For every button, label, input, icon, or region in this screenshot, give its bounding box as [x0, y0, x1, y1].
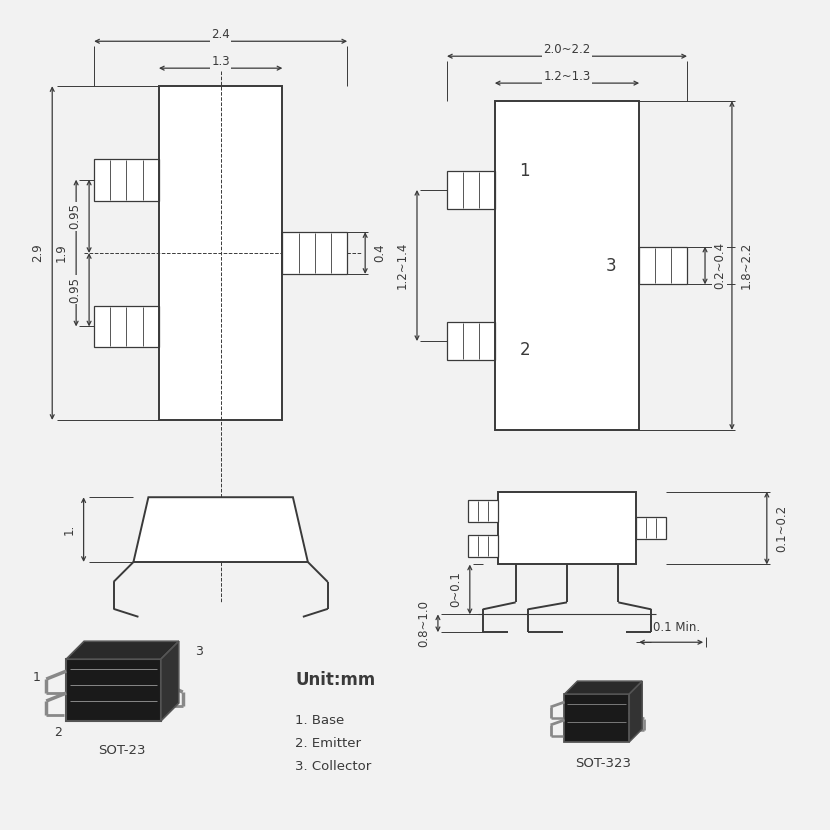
Text: 0.95: 0.95 [68, 276, 81, 303]
Text: 3: 3 [606, 256, 617, 275]
Text: 1. Base: 1. Base [295, 714, 344, 727]
Text: 1: 1 [520, 162, 530, 180]
Text: 0.2~0.4: 0.2~0.4 [713, 242, 726, 289]
Bar [282, 232, 347, 274]
Text: 2.9: 2.9 [32, 244, 44, 262]
Bar [639, 247, 687, 285]
Bar [94, 159, 159, 201]
Text: 2: 2 [54, 726, 62, 740]
Bar [637, 517, 666, 539]
Bar [468, 535, 498, 557]
Text: 2: 2 [520, 341, 530, 359]
Polygon shape [629, 681, 642, 742]
Text: 1.2~1.4: 1.2~1.4 [396, 242, 409, 289]
Bar [447, 171, 495, 209]
Polygon shape [66, 642, 178, 659]
Text: 2.4: 2.4 [212, 27, 230, 41]
Text: 0~0.1: 0~0.1 [449, 572, 461, 608]
Text: 1.3: 1.3 [212, 55, 230, 68]
Bar [447, 322, 495, 360]
Text: 0.1~0.2: 0.1~0.2 [774, 505, 788, 552]
Text: Unit:mm: Unit:mm [295, 671, 376, 689]
Polygon shape [161, 642, 178, 721]
Text: 1.: 1. [62, 524, 76, 535]
Text: SOT-23: SOT-23 [98, 745, 145, 757]
Bar [66, 659, 161, 721]
Text: 0.1 Min.: 0.1 Min. [652, 622, 700, 634]
Text: 1.9: 1.9 [55, 244, 68, 262]
Text: 1.8~2.2: 1.8~2.2 [740, 242, 753, 289]
Bar [159, 86, 282, 420]
Bar [498, 491, 637, 564]
Polygon shape [564, 681, 642, 694]
Polygon shape [134, 497, 308, 562]
Text: SOT-323: SOT-323 [575, 757, 631, 770]
Bar [468, 500, 498, 521]
Bar [495, 101, 639, 430]
Bar [94, 305, 159, 348]
Text: 1.2~1.3: 1.2~1.3 [544, 70, 591, 83]
Text: 2. Emitter: 2. Emitter [295, 737, 361, 750]
Text: 2.0~2.2: 2.0~2.2 [544, 42, 591, 56]
Text: 3: 3 [195, 645, 203, 657]
Text: 0.4: 0.4 [374, 244, 386, 262]
Text: 3. Collector: 3. Collector [295, 759, 372, 773]
Bar [564, 694, 629, 742]
Text: 1: 1 [32, 671, 40, 684]
Text: 0.95: 0.95 [68, 203, 81, 229]
Text: 0.8~1.0: 0.8~1.0 [417, 600, 430, 647]
